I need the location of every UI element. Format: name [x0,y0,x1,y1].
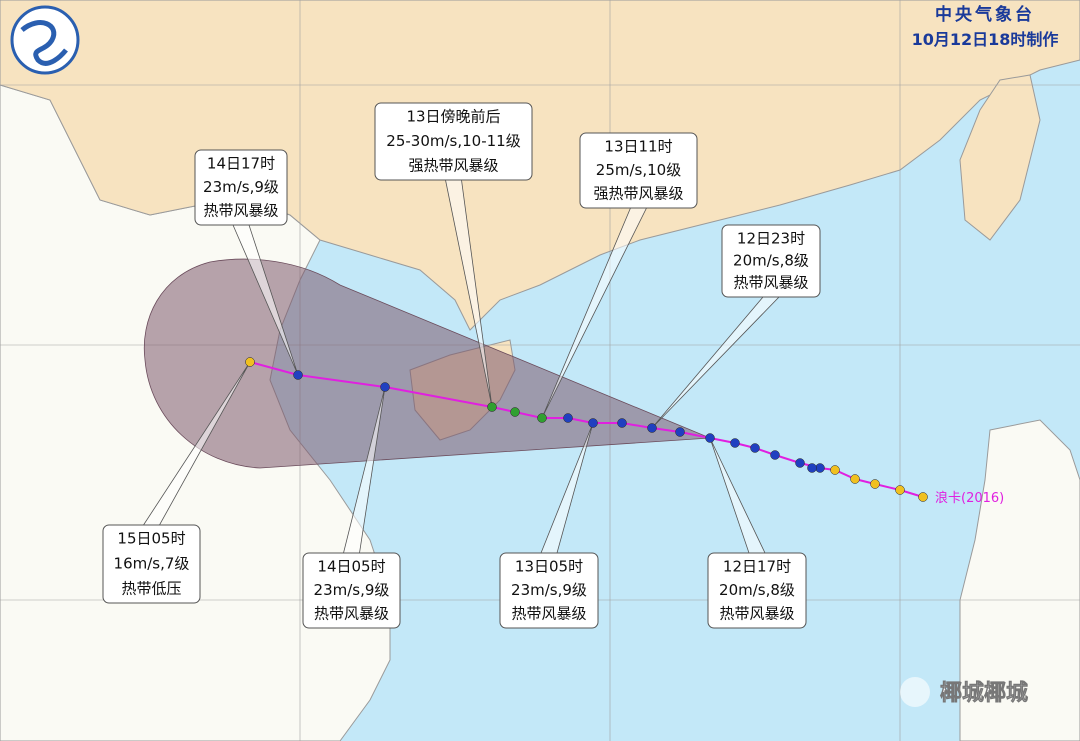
callout-line: 23m/s,9级 [314,581,390,599]
callout-line: 20m/s,8级 [719,581,795,599]
callouts: 14日17时23m/s,9级热带风暴级13日傍晚前后25-30m/s,10-11… [102,102,821,629]
callout-line: 热带风暴级 [733,274,808,292]
callout-line: 23m/s,9级 [511,581,587,599]
track-point [750,443,760,453]
logo [10,5,80,75]
callout-line: 15日05时 [117,530,185,548]
callout-line: 20m/s,8级 [733,252,809,270]
track-points [245,357,928,502]
land-luzon [959,419,1080,741]
track-point [675,427,685,437]
callout-box [194,149,288,226]
callout-line: 热带低压 [121,580,181,598]
track-point [830,465,840,475]
callout-box [302,552,401,629]
callout-line: 热带风暴级 [511,605,586,623]
track-point [730,438,740,448]
callout-line: 13日傍晚前后 [406,108,500,126]
land-taiwan [959,74,1041,241]
track-point [588,418,598,428]
track-point [245,357,255,367]
callout-box [102,524,201,604]
track-point [380,382,390,392]
callout-line: 12日17时 [723,558,791,576]
callout-line: 14日17时 [207,155,275,173]
issued-time: 10月12日18时制作 [912,30,1059,49]
agency: 中央气象台 [935,4,1035,25]
callout-line: 热带风暴级 [314,605,389,623]
track-point [895,485,905,495]
callout-line: 25m/s,10级 [596,161,681,179]
track-point [487,402,497,412]
callout-line: 强热带风暴级 [593,185,683,203]
track-point [617,418,627,428]
callout-line: 16m/s,7级 [114,555,190,573]
track-point [807,463,817,473]
callout-line: 热带风暴级 [203,202,278,220]
track-point [563,413,573,423]
callout-line: 23m/s,9级 [203,178,279,196]
watermark-icon [900,677,930,707]
track-point [815,463,825,473]
track-point [770,450,780,460]
callout-line: 13日11时 [604,138,672,156]
callout-box [579,132,698,209]
track-point [293,370,303,380]
callout-line: 13日05时 [515,558,583,576]
callout-box [707,552,807,629]
track-point [795,458,805,468]
track-point [918,492,928,502]
callout-box [374,102,533,181]
watermark: 椰城椰城 [940,680,1028,706]
callout-line: 热带风暴级 [719,605,794,623]
track-point [705,433,715,443]
callout-box [499,552,599,629]
track-point [850,474,860,484]
callout-box [721,224,821,298]
track-point [870,479,880,489]
callout-line: 强热带风暴级 [408,157,498,175]
track-point [537,413,547,423]
track-point [510,407,520,417]
callout-line: 12日23时 [737,230,805,248]
callout-line: 25-30m/s,10-11级 [386,132,520,150]
storm-track [249,361,924,498]
storm-label: 浪卡(2016) [935,491,1004,506]
track-point [647,423,657,433]
callout-line: 14日05时 [317,558,385,576]
land-china [0,0,1080,331]
